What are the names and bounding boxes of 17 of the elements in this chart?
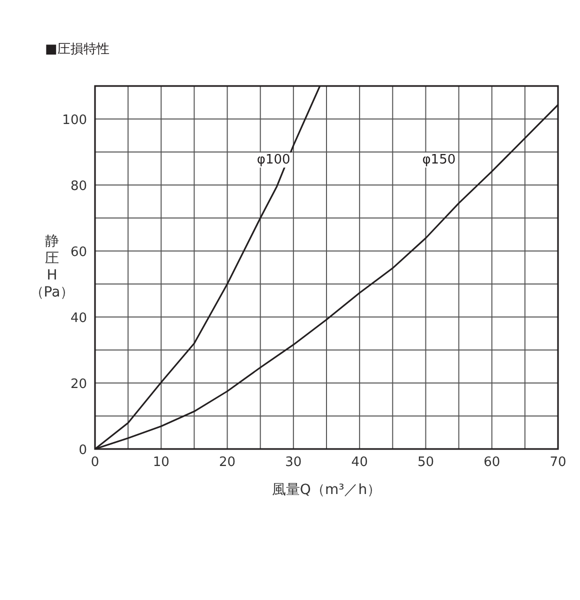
- x-tick-label: 50: [417, 455, 434, 470]
- text: φ150: [422, 152, 456, 168]
- series-label: φ100: [256, 152, 290, 168]
- x-tick-label: 60: [484, 455, 500, 470]
- y-tick-label: 100: [62, 113, 87, 128]
- x-tick-label: 10: [152, 455, 170, 470]
- x-tick-label: 70: [550, 455, 566, 470]
- y-tick-label: 80: [70, 179, 87, 194]
- x-tick-label: 20: [219, 455, 236, 470]
- x-tick-label: 30: [285, 455, 302, 470]
- x-tick-label: 40: [351, 455, 368, 470]
- y-tick-label: 0: [78, 443, 87, 458]
- y-tick-label: 40: [70, 311, 87, 326]
- y-tick-label: 20: [70, 377, 87, 392]
- chart-title: ■圧損特性: [45, 42, 110, 57]
- x-axis-title: 風量Q（m³／h）: [272, 482, 382, 498]
- x-tick-label: 0: [90, 455, 100, 470]
